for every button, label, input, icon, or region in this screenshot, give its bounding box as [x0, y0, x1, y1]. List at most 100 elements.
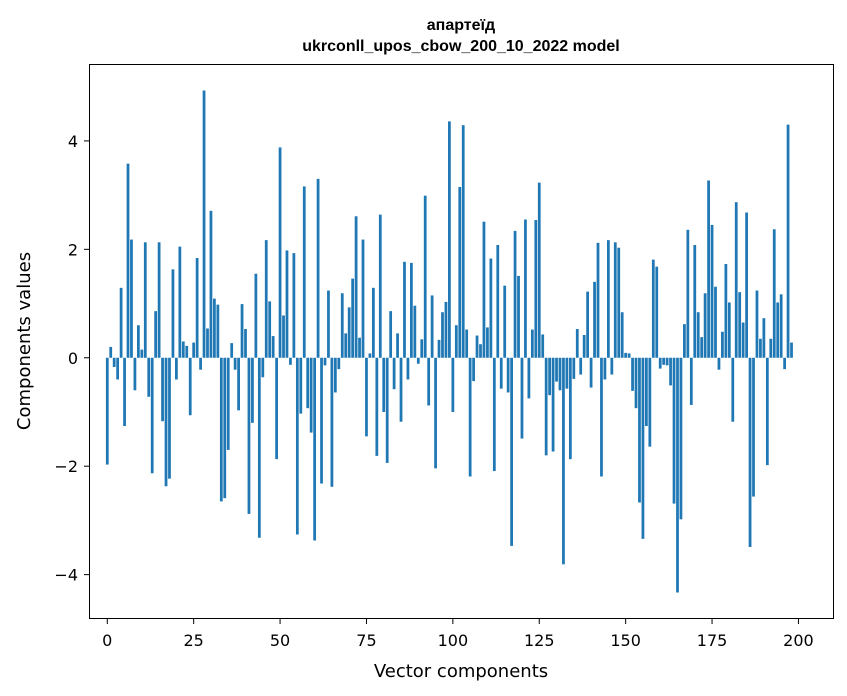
bar — [762, 318, 766, 358]
bar — [759, 338, 762, 358]
bar — [741, 322, 745, 358]
bar — [396, 333, 399, 358]
bar — [361, 239, 365, 358]
x-tick-label: 175 — [697, 631, 728, 650]
bar — [330, 357, 334, 487]
x-axis-label: Vector components — [374, 661, 548, 682]
bar — [354, 216, 358, 358]
bar — [109, 346, 113, 358]
x-tick-label: 100 — [438, 631, 469, 650]
bar — [572, 357, 576, 379]
bar — [530, 329, 534, 358]
bar — [513, 230, 517, 358]
bar — [188, 357, 192, 416]
bar — [662, 357, 666, 365]
y-axis-ticks: −4 −2 0 2 4 — [54, 132, 90, 585]
bar — [209, 210, 213, 358]
bar — [689, 357, 693, 405]
bar — [292, 253, 296, 358]
bar — [268, 301, 272, 358]
bar — [638, 357, 641, 503]
bar — [544, 357, 548, 456]
bar — [423, 195, 427, 358]
bar — [371, 287, 375, 358]
bar — [696, 312, 700, 358]
bar — [568, 357, 572, 460]
bar — [586, 291, 590, 358]
x-tick-label: 25 — [183, 631, 203, 650]
bar — [454, 325, 458, 358]
bar — [434, 357, 437, 469]
bar — [648, 357, 652, 447]
bar — [150, 357, 154, 474]
bar — [275, 357, 278, 460]
bar — [385, 357, 389, 463]
bar — [555, 357, 558, 382]
bar — [365, 357, 368, 437]
bar — [776, 302, 780, 358]
bar — [316, 178, 320, 358]
bar — [382, 357, 386, 412]
bar — [551, 357, 555, 452]
bar — [202, 90, 206, 358]
bar — [427, 357, 431, 406]
bar — [143, 242, 147, 358]
bar — [410, 262, 413, 358]
y-tick-label: 2 — [68, 240, 78, 259]
bar — [309, 357, 313, 433]
bar — [541, 334, 545, 358]
bar — [779, 294, 783, 358]
bar — [783, 357, 786, 370]
bar — [769, 338, 773, 358]
bar — [558, 357, 562, 391]
bar — [686, 229, 690, 358]
bar — [302, 186, 306, 358]
bar — [257, 357, 261, 538]
bar — [613, 242, 617, 358]
bar — [344, 333, 348, 358]
bar — [548, 357, 551, 396]
bar — [313, 357, 317, 541]
bar — [154, 311, 158, 358]
bar — [710, 224, 714, 358]
bar — [721, 331, 724, 358]
bar — [333, 357, 337, 393]
bar — [665, 357, 669, 366]
bar — [119, 287, 123, 358]
bar — [631, 357, 634, 391]
x-tick-label: 50 — [270, 631, 290, 650]
bar — [748, 357, 752, 547]
bar — [171, 269, 175, 358]
bar — [244, 329, 247, 358]
bar — [437, 339, 441, 358]
bar — [368, 353, 372, 358]
bar — [499, 357, 503, 389]
bar — [707, 180, 710, 358]
bar — [703, 293, 707, 358]
x-tick-label: 150 — [610, 631, 641, 650]
bar — [472, 357, 475, 382]
bar — [358, 337, 361, 358]
bar — [403, 261, 406, 358]
bar — [727, 302, 731, 358]
bar — [123, 357, 126, 427]
bar — [641, 357, 645, 539]
bar — [655, 266, 659, 358]
x-tick-label: 125 — [524, 631, 555, 650]
bar — [562, 357, 565, 565]
bar — [724, 263, 728, 358]
bar — [517, 275, 520, 358]
bar — [105, 357, 109, 465]
bar — [299, 357, 303, 414]
bar — [606, 240, 610, 358]
bar — [503, 285, 507, 358]
bar — [465, 329, 469, 358]
y-tick-label: 0 — [68, 349, 78, 368]
bar — [230, 343, 234, 358]
bar — [181, 341, 185, 358]
bar — [755, 290, 759, 358]
bar — [617, 247, 621, 358]
bar — [658, 357, 662, 369]
chart-title: апартеїд — [427, 17, 495, 34]
bar — [765, 357, 769, 466]
